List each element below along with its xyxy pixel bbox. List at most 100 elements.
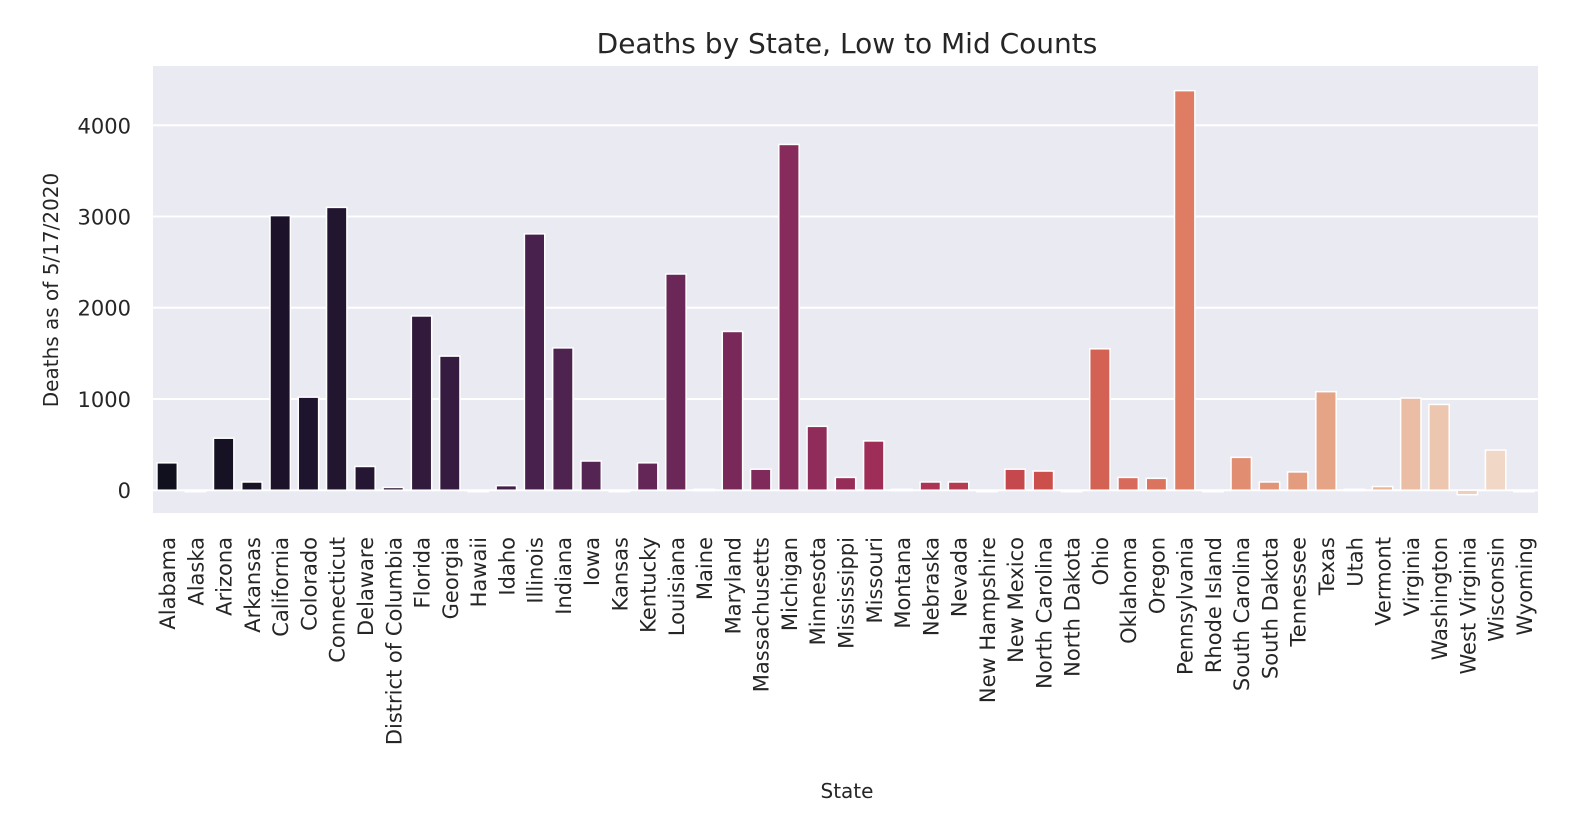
x-tick-label: Maryland (721, 537, 745, 634)
bar-pennsylvania (1173, 89, 1196, 491)
bar-hawaii (467, 489, 489, 493)
x-tick-label: Massachusetts (750, 537, 774, 692)
x-tick-label: South Dakota (1258, 537, 1282, 679)
x-tick-label: Kansas (608, 537, 632, 611)
bar-idaho (495, 484, 518, 491)
y-tick-label: 3000 (78, 206, 131, 230)
bar-vermont (1371, 485, 1394, 491)
bar-indiana (551, 347, 574, 491)
bar-new-mexico (1004, 468, 1027, 491)
bar-nevada (947, 481, 970, 491)
x-tick-label: Wyoming (1513, 537, 1537, 636)
x-tick-label: Utah (1343, 537, 1367, 587)
y-axis-label: Deaths as of 5/17/2020 (39, 173, 63, 407)
bar-georgia (438, 355, 461, 491)
x-tick-label: Alaska (184, 537, 208, 606)
x-tick-label: Connecticut (326, 537, 350, 663)
bar-north-dakota (1060, 489, 1083, 493)
x-axis-label: State (821, 779, 874, 803)
x-tick-label: New Hampshire (976, 537, 1000, 703)
bar-florida (410, 315, 433, 491)
x-tick-label: Louisiana (665, 537, 689, 636)
x-tick-label: West Virginia (1456, 537, 1480, 674)
y-tick-label: 2000 (78, 297, 131, 321)
bar-utah (1343, 488, 1366, 492)
x-tick-label: Idaho (495, 537, 519, 596)
x-axis-ticks: Alabama Alaska Arizona Arkansas California Co… (156, 537, 1537, 745)
bar-south-dakota (1258, 481, 1281, 491)
bar-west-virginia (1456, 489, 1479, 496)
x-tick-label: California (269, 537, 293, 637)
x-tick-label: Missouri (863, 537, 887, 623)
bar-montana (891, 488, 913, 492)
bar-south-carolina (1230, 456, 1253, 491)
x-tick-label: Florida (411, 537, 435, 608)
x-tick-label: Washington (1428, 537, 1452, 660)
x-tick-label: North Dakota (1061, 537, 1085, 677)
x-tick-label: District of Columbia (382, 537, 406, 745)
bar-minnesota (806, 425, 829, 491)
x-tick-label: Colorado (297, 537, 321, 631)
bar-mississippi (834, 476, 857, 491)
x-tick-label: Nebraska (919, 537, 943, 636)
bar-alabama (156, 462, 179, 491)
bar-alaska (184, 489, 207, 493)
x-tick-label: Texas (1315, 537, 1339, 596)
x-tick-label: Kentucky (637, 537, 661, 633)
bar-tennessee (1286, 471, 1309, 491)
x-tick-label: New Mexico (1004, 537, 1028, 663)
bar-wisconsin (1484, 449, 1507, 491)
bar-nebraska (919, 481, 942, 491)
x-tick-label: Tennessee (1287, 537, 1311, 647)
x-tick-label: Rhode Island (1202, 537, 1226, 673)
y-axis-ticks: 0 1000 2000 3000 4000 (78, 114, 131, 503)
x-tick-label: Oklahoma (1117, 537, 1141, 644)
bar-ohio (1088, 348, 1111, 491)
x-tick-label: Maine (693, 537, 717, 600)
x-tick-label: Illinois (524, 537, 548, 604)
bars-group (156, 89, 1535, 496)
y-tick-label: 4000 (78, 114, 131, 138)
bar-maine (693, 488, 716, 492)
bar-maryland (721, 330, 744, 491)
bar-colorado (297, 396, 320, 491)
x-tick-label: Virginia (1400, 537, 1424, 616)
x-tick-label: Ohio (1089, 537, 1113, 586)
x-tick-label: Montana (891, 537, 915, 629)
bar-district-of-columbia (382, 486, 405, 491)
x-tick-label: Pennsylvania (1174, 537, 1198, 675)
x-tick-label: Michigan (778, 537, 802, 631)
bar-arkansas (241, 481, 263, 491)
x-tick-label: Arizona (213, 537, 237, 616)
bar-delaware (354, 465, 376, 491)
x-tick-label: Indiana (552, 537, 576, 615)
y-tick-label: 1000 (78, 388, 131, 412)
x-tick-label: Delaware (354, 537, 378, 636)
bar-louisiana (664, 273, 687, 491)
bar-oregon (1145, 477, 1168, 491)
bar-kansas (608, 489, 631, 493)
x-tick-label: Minnesota (806, 537, 830, 645)
bar-wyoming (1512, 489, 1535, 493)
bar-oklahoma (1117, 476, 1140, 491)
x-tick-label: South Carolina (1230, 537, 1254, 691)
x-tick-label: Mississippi (835, 537, 859, 649)
bar-massachusetts (749, 468, 772, 491)
bar-rhode-island (1202, 489, 1224, 493)
x-tick-label: Nevada (948, 537, 972, 617)
bar-new-hampshire (975, 489, 998, 493)
x-tick-label: Alabama (156, 537, 180, 630)
x-tick-label: Arkansas (241, 537, 265, 633)
bar-virginia (1399, 397, 1422, 491)
bar-texas (1315, 390, 1337, 491)
x-tick-label: Hawaii (467, 537, 491, 607)
bar-washington (1428, 403, 1450, 491)
bar-kentucky (636, 462, 659, 491)
bar-arizona (212, 437, 235, 491)
y-tick-label: 0 (118, 479, 131, 503)
x-tick-label: Wisconsin (1485, 537, 1509, 642)
chart-title: Deaths by State, Low to Mid Counts (597, 27, 1098, 60)
bar-michigan (778, 143, 800, 491)
bar-illinois (523, 233, 546, 491)
